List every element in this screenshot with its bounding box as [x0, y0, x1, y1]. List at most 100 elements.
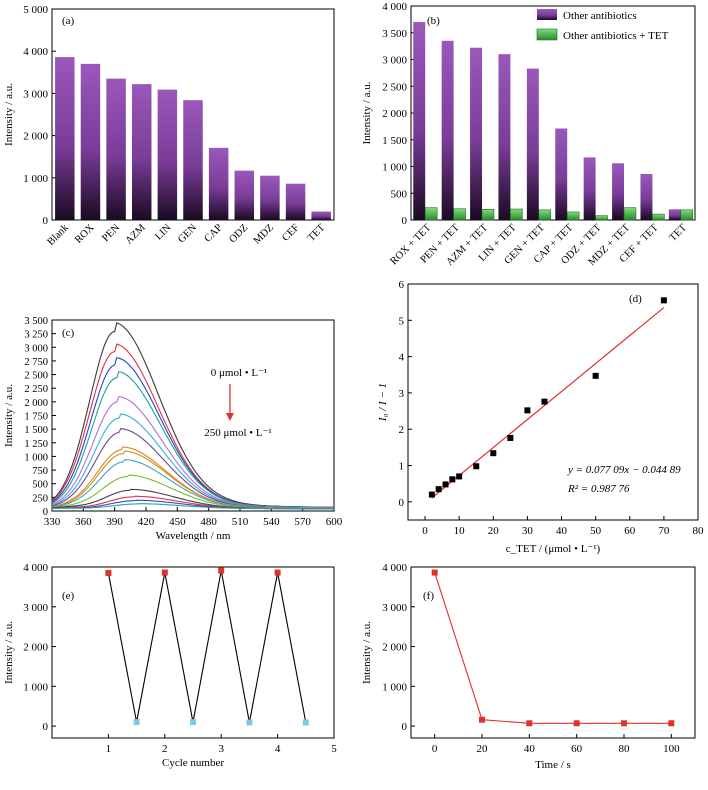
y-tick-label: 750 — [32, 466, 48, 477]
data-point-high — [218, 567, 225, 574]
x-tick-label: 480 — [200, 516, 217, 528]
x-tick-label: 600 — [326, 516, 343, 528]
x-category-label: GEN — [176, 222, 199, 245]
y-axis-label: I₀ / I − 1 — [377, 383, 389, 422]
panel-c-spectra-chart: 0 250 500 750 1 000 1 250 1 500 1 750 2 000 2 250… — [3, 316, 343, 542]
concentration-arrow-head — [226, 413, 234, 421]
bar-odz — [234, 170, 255, 220]
panel-a-bar-chart: 0 1 000 2 000 3 000 4 000 5 000 Intensity / a.… — [3, 4, 335, 248]
bar-azm — [131, 84, 152, 220]
bar-other-antibiotics-plus-tet — [595, 215, 608, 221]
fit-r-squared: R² = 0.987 76 — [567, 483, 630, 495]
data-point-high — [161, 569, 168, 576]
panel-label: (f) — [423, 590, 434, 602]
y-tick-label: 2 000 — [24, 398, 48, 409]
x-tick-label: 570 — [294, 516, 311, 528]
y-axis-label: Intensity / a.u. — [3, 83, 15, 146]
data-point-high — [105, 569, 112, 576]
data-point — [431, 569, 438, 576]
data-point — [621, 720, 627, 727]
x-axis-label: c_TET / (μmol • L⁻¹) — [506, 543, 601, 555]
panel-label: (d) — [629, 293, 642, 305]
panel-label: (b) — [427, 15, 440, 27]
panel-label: (e) — [62, 590, 75, 602]
panel-label: (a) — [62, 15, 75, 27]
y-tick-label: 3 000 — [23, 602, 48, 614]
y-tick-label: 250 — [32, 493, 48, 504]
x-tick-label: 510 — [232, 516, 249, 528]
y-tick-label: 1 250 — [24, 439, 48, 450]
spectrum-line-8 — [51, 446, 334, 509]
x-tick-label: 450 — [169, 516, 186, 528]
cycle-line — [107, 570, 307, 723]
annotation-end-concentration: 250 μmol • L⁻¹ — [204, 427, 271, 439]
data-point — [442, 481, 449, 488]
bar-other-antibiotics-plus-tet — [566, 211, 580, 221]
x-axis-label: Time / s — [535, 759, 571, 771]
data-point-low — [190, 719, 196, 726]
panel-b-bar-chart: 0 500 1 000 1 500 2 000 2 500 3 000 3 500 4 000 I… — [361, 1, 696, 268]
x-category-label: Blank — [45, 222, 71, 248]
bar-tet — [311, 211, 331, 220]
y-tick-label: 1 500 — [382, 135, 407, 147]
bar-lin — [157, 89, 178, 221]
data-point — [573, 720, 580, 727]
data-point — [428, 491, 435, 498]
y-tick-label: 1 000 — [24, 452, 48, 463]
bar-pen — [106, 78, 126, 220]
panel-label: (c) — [62, 327, 75, 339]
bar-other-antibiotics-plus-tet — [538, 209, 552, 221]
bar-other-antibiotics — [441, 40, 454, 221]
bar-other-antibiotics — [640, 173, 653, 220]
y-tick-label: 3 500 — [24, 316, 48, 327]
annotation-start-concentration: 0 μmol • L⁻¹ — [211, 367, 267, 379]
y-tick-label: 2 000 — [23, 642, 48, 654]
data-point — [541, 398, 548, 405]
legend-label-other-antibiotics-plus-tet: Other antibiotics + TET — [563, 30, 669, 42]
y-tick-label: 4 — [399, 352, 405, 364]
x-tick-label: 20 — [477, 743, 489, 755]
bar-other-antibiotics — [583, 157, 596, 220]
y-tick-label: 3 — [399, 388, 405, 400]
x-tick-label: 0 — [432, 743, 438, 755]
x-category-label: LIN — [153, 222, 173, 242]
data-point — [660, 297, 667, 304]
x-tick-label: 40 — [556, 525, 568, 537]
bar-other-antibiotics-plus-tet — [424, 207, 438, 221]
bar-rox — [80, 63, 101, 220]
legend-swatch-other-antibiotics-plus-tet — [536, 28, 558, 41]
bar-other-antibiotics — [413, 22, 426, 220]
x-tick-label: 1 — [106, 743, 112, 755]
x-tick-label: 420 — [138, 516, 155, 528]
y-tick-label: 500 — [32, 480, 48, 491]
bar-mdz — [260, 175, 280, 220]
x-axis-label: Wavelength / nm — [156, 530, 231, 542]
y-tick-label: 2 000 — [382, 642, 407, 654]
x-tick-label: 50 — [590, 525, 602, 537]
y-tick-label: 3 000 — [23, 88, 48, 100]
y-axis-label: Intensity / a.u. — [3, 384, 15, 447]
bar-blank — [55, 57, 75, 220]
y-tick-label: 0 — [43, 507, 48, 518]
x-tick-label: 10 — [454, 525, 466, 537]
y-tick-label: 1 000 — [382, 162, 407, 174]
bar-other-antibiotics — [526, 68, 539, 220]
x-category-label: TET — [668, 222, 690, 244]
data-point — [490, 450, 497, 457]
y-tick-label: 1 500 — [24, 425, 48, 436]
x-tick-label: 390 — [106, 516, 123, 528]
y-tick-label: 3 500 — [382, 28, 407, 40]
x-tick-label: 20 — [488, 525, 500, 537]
panel-e-cycle-chart: 0 1 000 2 000 3 000 4 000 1 2 3 4 5 Intensity / a.… — [3, 562, 337, 769]
spectrum-line-2 — [51, 343, 335, 509]
x-tick-label: 100 — [663, 743, 680, 755]
bar-other-antibiotics-plus-tet — [510, 208, 523, 221]
y-tick-label: 2 250 — [24, 384, 48, 395]
time-line — [434, 572, 672, 724]
x-tick-label: 4 — [275, 743, 281, 755]
data-point-low — [133, 719, 140, 726]
data-point-high — [274, 569, 281, 576]
plot-frame — [51, 566, 335, 739]
